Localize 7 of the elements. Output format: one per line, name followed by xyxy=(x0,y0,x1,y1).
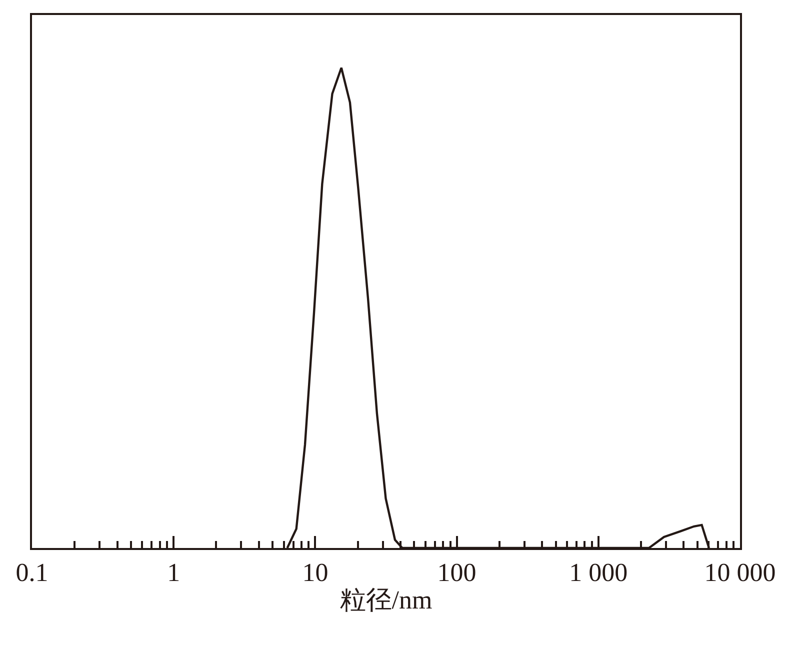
x-tick-label: 0.1 xyxy=(16,558,48,588)
x-axis-title: 粒径/nm xyxy=(340,585,432,614)
x-tick-label: 10 xyxy=(302,558,328,588)
x-tick-label: 1 xyxy=(167,558,180,588)
x-tick-label: 10 000 xyxy=(704,558,776,588)
x-tick-label: 1 000 xyxy=(569,558,628,588)
x-tick-label: 100 xyxy=(437,558,476,588)
